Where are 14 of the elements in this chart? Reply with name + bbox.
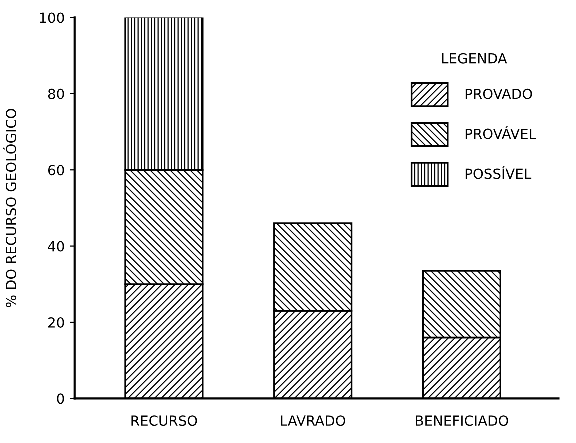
x-tick-label: BENEFICIADO	[416, 416, 508, 426]
y-tick-label: 40	[48, 241, 64, 252]
y-tick-label: 80	[48, 88, 64, 100]
y-axis-title: % DO RECURSO GEOLÓGICO	[3, 109, 17, 308]
y-tick-label: 0	[57, 394, 64, 404]
legend-title: LEGENDA	[442, 53, 508, 64]
y-tick-label: 100	[40, 12, 64, 24]
y-tick-label: 60	[48, 165, 64, 176]
legend-label: PROVÁVEL	[466, 126, 536, 140]
y-tick-label: 20	[48, 317, 64, 328]
x-tick-label: RECURSO	[132, 416, 198, 426]
x-tick-label: LAVRADO	[281, 416, 346, 426]
legend-label: POSSÍVEL	[466, 166, 532, 180]
legend-label: PROVADO	[466, 88, 532, 100]
